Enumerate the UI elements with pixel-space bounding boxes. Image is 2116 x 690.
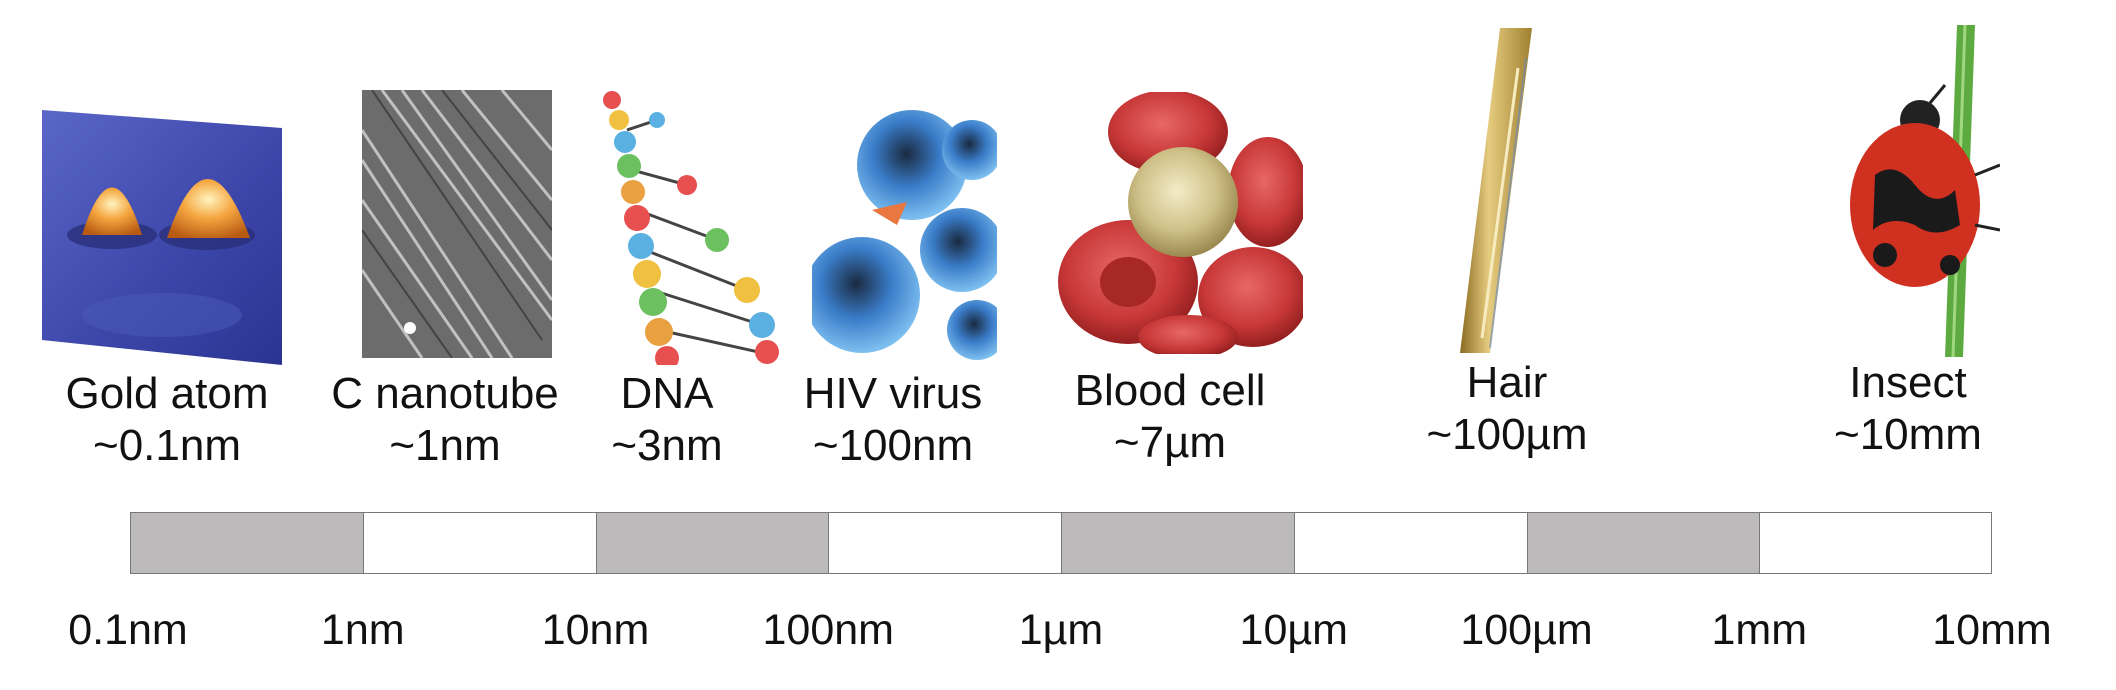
carbon-nanotube-icon: [362, 90, 552, 358]
ladybug-insect-icon: [1850, 25, 2000, 357]
gold-atom-image: [42, 110, 282, 365]
hair-image: [1460, 28, 1540, 353]
caption-hiv-virus: HIV virus ~100nm: [743, 368, 1043, 472]
scale-tick-label: 100nm: [762, 606, 894, 654]
insect-image: [1835, 25, 2000, 357]
caption-hair: Hair ~100µm: [1357, 357, 1657, 461]
object-name: Gold atom: [65, 369, 269, 418]
scale-segment: [1061, 512, 1296, 574]
object-size: ~10mm: [1834, 410, 1982, 459]
scale-tick-label: 10nm: [541, 606, 650, 654]
scale-segment: [130, 512, 365, 574]
gold-atom-icon: [42, 110, 282, 365]
blood-cell-image: [1058, 92, 1303, 354]
scale-tick-label: 100µm: [1460, 606, 1593, 654]
caption-insect: Insect ~10mm: [1758, 357, 2058, 461]
scale-tick-label: 1mm: [1711, 606, 1808, 654]
scale-tick-label: 10µm: [1239, 606, 1348, 654]
caption-dna: DNA ~3nm: [517, 368, 817, 472]
object-name: Insect: [1849, 358, 1967, 407]
scale-tick-label: 10mm: [1932, 606, 2052, 654]
object-size: ~100nm: [812, 421, 974, 470]
object-size: ~3nm: [611, 421, 723, 470]
object-name: C nanotube: [331, 369, 559, 418]
scale-segment: [1526, 512, 1761, 574]
object-name: HIV virus: [803, 369, 983, 418]
log-scale-bar: [130, 512, 1992, 574]
object-size: ~1nm: [389, 421, 501, 470]
object-name: DNA: [620, 369, 714, 418]
hair-strand-icon: [1460, 28, 1532, 353]
caption-blood-cell: Blood cell ~7µm: [1020, 365, 1320, 469]
object-size: ~0.1nm: [93, 421, 241, 470]
object-size: ~7µm: [1113, 418, 1227, 467]
scale-tick-label: 1nm: [320, 606, 405, 654]
scale-tick-label: 1µm: [1018, 606, 1104, 654]
object-name: Hair: [1466, 358, 1548, 407]
caption-gold-atom: Gold atom ~0.1nm: [17, 368, 317, 472]
hiv-virus-image: [812, 110, 997, 368]
dna-helix-icon: [603, 91, 779, 365]
caption-c-nanotube: C nanotube ~1nm: [295, 368, 595, 472]
scale-segment: [362, 512, 598, 574]
object-size: ~100µm: [1426, 410, 1588, 459]
scale-segment: [595, 512, 830, 574]
scale-segment: [1293, 512, 1529, 574]
carbon-nanotube-image: [362, 90, 552, 358]
dna-image: [597, 90, 779, 365]
scale-tick-label: 0.1nm: [68, 606, 188, 654]
object-name: Blood cell: [1074, 366, 1266, 415]
hiv-virus-icon: [812, 110, 997, 360]
scale-segment: [828, 512, 1063, 574]
scale-segment: [1759, 512, 1992, 574]
blood-cell-icon: [1058, 92, 1303, 354]
